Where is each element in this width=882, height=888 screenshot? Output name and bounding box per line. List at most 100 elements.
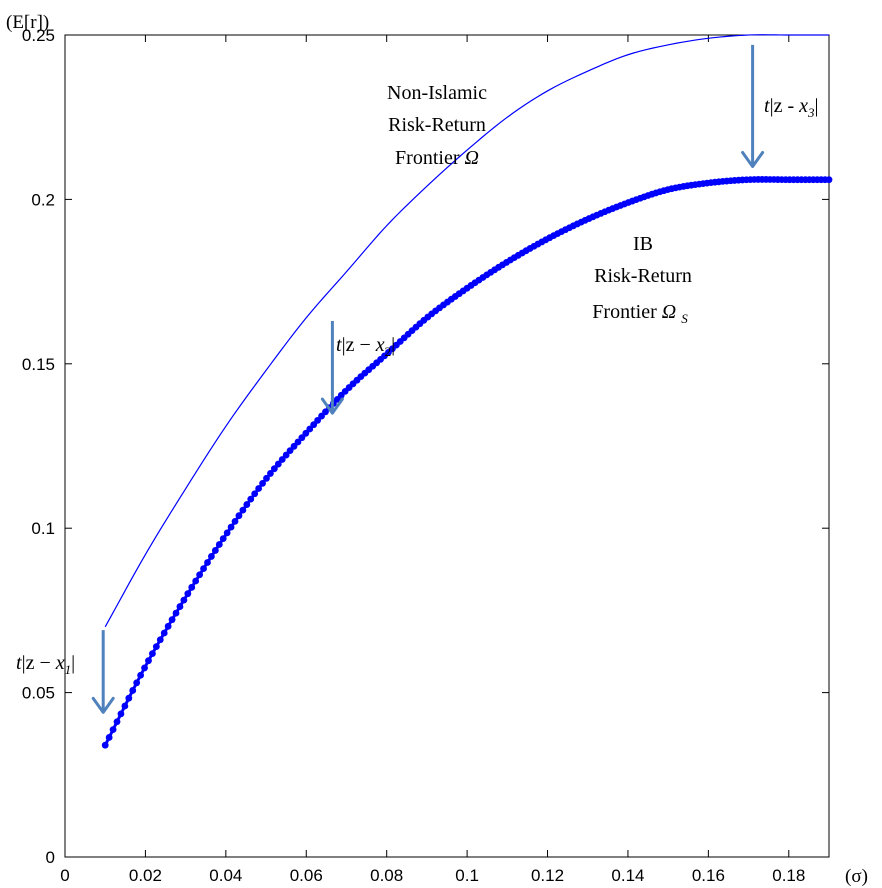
ib-frontier-point (286, 447, 294, 455)
ib-frontier-point (314, 416, 322, 424)
gap1-sub: 1 (65, 662, 72, 677)
ib-frontier-point (310, 421, 318, 429)
ib-label-line1: IB (633, 233, 653, 255)
ib-frontier-series (101, 176, 833, 749)
ib-frontier-point (223, 529, 231, 537)
ib-frontier-point (113, 718, 121, 726)
gap-label-x3: t|z - x3| (764, 95, 819, 120)
ib-frontier-point (274, 460, 282, 468)
non-islamic-frontier-line (104, 34, 829, 628)
x-tick-label: 0 (60, 866, 69, 885)
x-tick-label: 0.18 (772, 866, 805, 885)
omega-s-symbol: Ω (662, 301, 676, 323)
y-tick-label: 0 (46, 848, 55, 867)
tick-labels: 0 0.02 0.04 0.06 0.08 0.1 0.12 0.14 0.16 0.1800.0… (22, 26, 805, 885)
ib-frontier-point (121, 702, 129, 710)
ib-frontier-point (164, 622, 172, 630)
ib-frontier-point (129, 687, 137, 694)
non-islamic-frontier-label: Non-Islamic Risk-Return Frontier Ω (387, 82, 487, 169)
ib-frontier-point (149, 650, 156, 658)
x-tick-label: 0.14 (611, 866, 644, 885)
gap2-x: x (375, 334, 385, 356)
y-tick-label: 0.15 (22, 355, 55, 374)
arrow-head (91, 696, 115, 714)
gap-label-x1: t|z − x1| (16, 652, 75, 677)
ib-frontier-point (219, 535, 227, 543)
arrow-head (320, 397, 344, 415)
gap1-t: t (16, 652, 22, 674)
ib-frontier-point (243, 501, 251, 508)
ib-frontier-point (263, 474, 270, 482)
plot-frame (64, 34, 830, 858)
ib-frontier-point (278, 456, 286, 463)
ib-frontier-point (101, 741, 109, 749)
ib-frontier-point (172, 609, 180, 617)
gap2-mid: |z − (342, 334, 376, 356)
ib-frontier-point (294, 438, 302, 446)
ib-frontier-point (306, 425, 314, 433)
ib-frontier-point (208, 553, 215, 560)
y-axis-title: (E[r]) (6, 12, 49, 33)
non-islamic-label-frontier: Frontier (395, 147, 460, 169)
ib-frontier-point (109, 726, 117, 734)
ib-frontier-point (251, 490, 259, 498)
ib-frontier-point (204, 559, 211, 566)
ib-frontier-point (192, 577, 200, 585)
ib-frontier-point (184, 590, 192, 598)
ib-frontier-point (227, 523, 235, 531)
y-tick-label: 0.2 (31, 190, 55, 209)
ib-frontier-point (152, 643, 160, 651)
x-tick-label: 0.12 (531, 866, 564, 885)
ib-label-line2: Risk-Return (594, 265, 692, 287)
gap3-x: x (798, 95, 808, 117)
y-tick-label: 0.05 (22, 684, 55, 703)
series-layer (101, 34, 833, 749)
gap1-x: x (55, 652, 65, 674)
x-tick-label: 0.04 (209, 866, 242, 885)
gap2-end: | (391, 334, 395, 356)
ib-label-frontier: Frontier (592, 301, 657, 323)
ib-frontier-point (231, 517, 239, 525)
x-tick-label: 0.1 (455, 866, 479, 885)
ib-frontier-label: IB Risk-Return Frontier Ω S (592, 233, 692, 326)
ib-frontier-point (235, 512, 243, 520)
arrow-layer (91, 44, 765, 714)
ib-frontier-point (302, 429, 310, 437)
ib-label-line3: Frontier Ω S (592, 301, 688, 326)
non-islamic-frontier-series (104, 34, 829, 628)
y-tick-label: 0.25 (22, 26, 55, 45)
ib-frontier-point (168, 616, 176, 624)
ib-frontier-point (156, 636, 164, 644)
non-islamic-label-line2: Risk-Return (388, 114, 486, 136)
ib-frontier-point (267, 470, 274, 477)
non-islamic-label-line3: Frontier Ω (395, 147, 479, 169)
x-axis-title: (σ) (845, 866, 868, 887)
ib-frontier-point (247, 495, 255, 503)
x-tick-label: 0.16 (692, 866, 725, 885)
ib-frontier-point (298, 434, 306, 442)
ib-frontier-point (255, 485, 263, 492)
gap3-t: t (764, 95, 770, 117)
ib-frontier-point (160, 629, 168, 637)
gap3-mid: |z - (770, 95, 800, 117)
ib-frontier-point (211, 547, 219, 554)
ib-frontier-point (290, 442, 298, 450)
ib-frontier-point (259, 479, 266, 487)
gap2-sub: 2 (385, 344, 392, 359)
ib-frontier-point (188, 583, 196, 591)
gap1-end: | (71, 652, 75, 674)
ib-frontier-point (117, 710, 125, 718)
ib-frontier-point (105, 734, 113, 741)
ib-frontier-point (200, 565, 207, 572)
ib-frontier-point (180, 596, 188, 604)
ib-frontier-point (125, 694, 133, 702)
ib-frontier-point (215, 541, 223, 548)
ib-frontier-point (137, 671, 145, 679)
ib-frontier-point (141, 664, 148, 672)
gap-label-x2: t|z − x2| (336, 334, 395, 359)
axis-ticks (64, 34, 829, 858)
x-tick-label: 0.02 (129, 866, 162, 885)
gap3-end: | (815, 95, 819, 117)
ib-frontier-point (239, 506, 247, 514)
